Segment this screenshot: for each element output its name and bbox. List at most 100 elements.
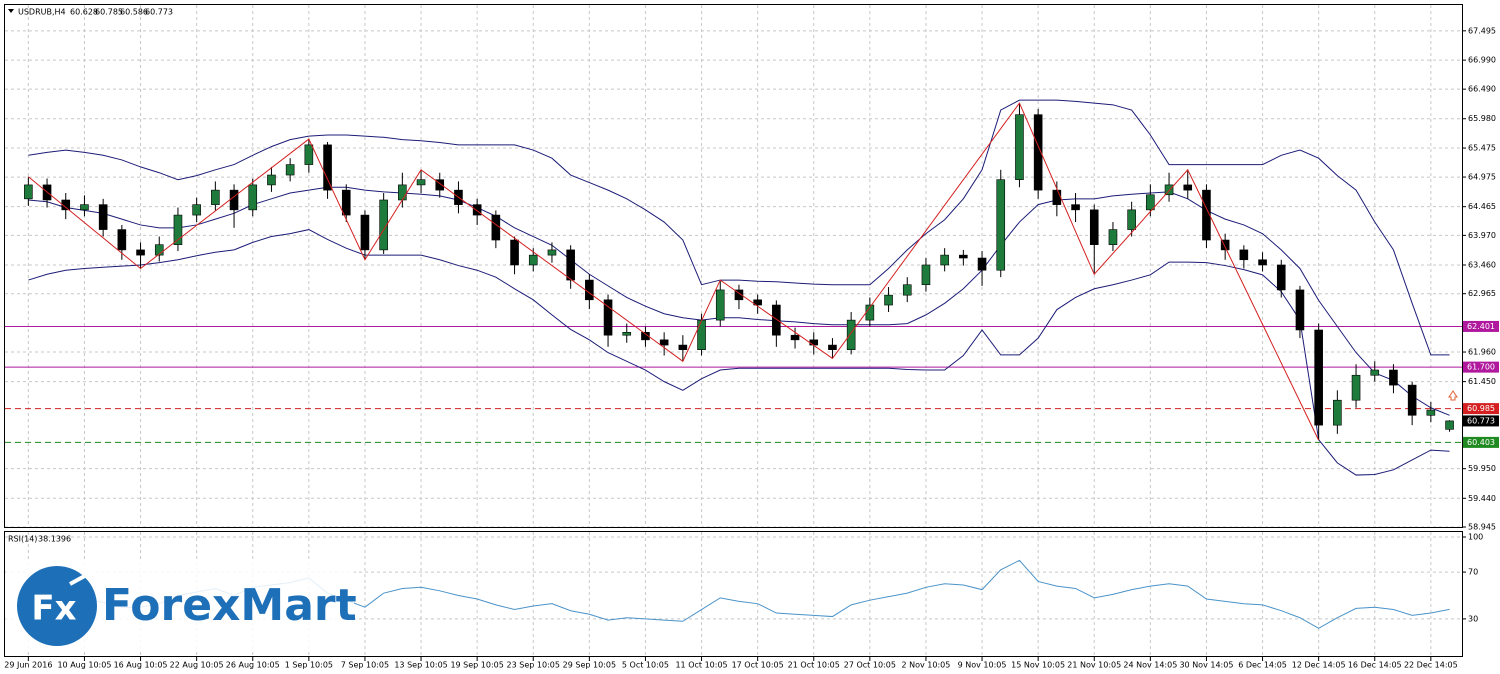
x-tick-label: 11 Oct 10:05 xyxy=(675,661,727,670)
x-tick-label: 22 Dec 14:05 xyxy=(1404,661,1458,670)
candle-body xyxy=(154,244,164,256)
rsi-tick-label: 70 xyxy=(1468,568,1478,577)
candle-body xyxy=(1015,114,1024,180)
candle-body xyxy=(921,264,931,286)
rsi-tick-label: 100 xyxy=(1468,533,1483,542)
price-level-label: 60.403 xyxy=(1467,438,1495,447)
candle-body xyxy=(24,184,33,200)
candle-body xyxy=(248,184,258,211)
y-tick-label: 63.970 xyxy=(1468,231,1496,240)
candle-body xyxy=(1089,209,1099,245)
y-tick-label: 61.450 xyxy=(1468,377,1496,386)
candle-body xyxy=(323,144,332,191)
x-tick-label: 19 Sep 10:05 xyxy=(450,661,503,670)
x-tick-label: 12 Dec 14:05 xyxy=(1292,661,1346,670)
y-tick-label: 67.495 xyxy=(1468,26,1496,35)
candle-body xyxy=(1127,209,1136,230)
candle-body xyxy=(379,199,388,251)
candle-body xyxy=(136,249,145,256)
candle-body xyxy=(61,199,71,211)
candle-body xyxy=(772,304,781,336)
candle-body xyxy=(1202,189,1211,241)
candle-body xyxy=(192,204,201,216)
candle-body xyxy=(641,332,650,341)
price-level-tag xyxy=(1463,320,1499,332)
price-level-tag xyxy=(1463,403,1499,415)
candle-body xyxy=(435,179,445,191)
candle-body xyxy=(1295,289,1305,331)
candle-body xyxy=(940,254,949,266)
candle-body xyxy=(1314,329,1323,426)
price-level-label: 60.985 xyxy=(1467,404,1495,413)
rsi-panel-border xyxy=(4,531,1463,657)
candle-body xyxy=(846,319,856,351)
buy-arrow-icon xyxy=(1448,390,1458,401)
candle-body xyxy=(491,214,501,241)
bollinger-upper xyxy=(28,99,1450,356)
bollinger-middle xyxy=(28,186,1450,416)
candle-body xyxy=(996,179,1006,271)
rsi-title: RSI(14) xyxy=(8,535,37,544)
zigzag xyxy=(28,102,1320,441)
candle-body xyxy=(1445,420,1454,430)
candle-body xyxy=(304,144,314,165)
x-tick-label: 2 Nov 10:05 xyxy=(902,661,951,670)
price-panel-border xyxy=(4,4,1463,528)
logo-text: ForexMart xyxy=(102,580,357,631)
candle-body xyxy=(528,254,538,266)
candle-body xyxy=(659,339,669,346)
price-level-tag xyxy=(1463,436,1499,448)
price-level-label: 62.401 xyxy=(1467,322,1495,331)
bollinger-lower xyxy=(28,229,1450,476)
candle-body xyxy=(1183,184,1193,191)
candle-body xyxy=(360,214,370,251)
candle-body xyxy=(603,299,613,336)
x-tick-label: 17 Oct 10:05 xyxy=(732,661,784,670)
x-tick-label: 29 Jun 2016 xyxy=(4,661,52,670)
price-plot xyxy=(5,99,1462,476)
candle-body xyxy=(809,339,819,346)
x-tick-label: 16 Dec 14:05 xyxy=(1348,661,1402,670)
candle-body xyxy=(828,344,837,351)
candle-body xyxy=(585,279,594,301)
x-tick-label: 16 Aug 10:05 xyxy=(114,661,168,670)
candle-body xyxy=(341,189,351,216)
x-tick-label: 24 Nov 14:05 xyxy=(1123,661,1177,670)
candle-body xyxy=(790,334,800,341)
logo-icon: Fx xyxy=(31,589,76,629)
y-tick-label: 62.965 xyxy=(1468,289,1496,298)
y-tick-label: 65.475 xyxy=(1468,144,1496,153)
rsi-value: 38.1396 xyxy=(38,535,71,544)
y-tick-label: 59.440 xyxy=(1468,494,1496,503)
axes-layer: 67.495 66.990 66.490 65.980 65.475 64.975 64.4… xyxy=(4,26,1499,670)
y-tick-label: 64.975 xyxy=(1468,173,1496,182)
candle-body xyxy=(977,257,987,271)
candle-body xyxy=(1164,184,1174,196)
x-tick-label: 7 Sep 10:05 xyxy=(341,661,389,670)
candle-body xyxy=(1407,384,1417,416)
rsi-tick-label: 30 xyxy=(1468,614,1478,623)
x-tick-label: 29 Sep 10:05 xyxy=(563,661,616,670)
candle-body xyxy=(902,284,912,296)
candle-body xyxy=(1108,229,1118,245)
candle-body xyxy=(753,299,762,306)
candle-body xyxy=(1146,194,1155,211)
candle-body xyxy=(1220,239,1230,251)
candle-body xyxy=(622,332,632,336)
x-tick-label: 23 Sep 10:05 xyxy=(507,661,560,670)
x-tick-label: 13 Sep 10:05 xyxy=(394,661,447,670)
symbol: USDRUB,H4 xyxy=(18,8,66,17)
logo-arrow xyxy=(69,570,95,586)
x-tick-label: 15 Nov 10:05 xyxy=(1011,661,1065,670)
ohlc-high: 60.785 xyxy=(95,8,123,17)
candle-body xyxy=(117,229,127,251)
candle-body xyxy=(211,189,220,205)
x-tick-label: 5 Oct 10:05 xyxy=(622,661,669,670)
x-tick-label: 10 Aug 10:05 xyxy=(57,661,111,670)
y-tick-label: 58.945 xyxy=(1468,523,1496,532)
candle-body xyxy=(80,204,89,211)
candle-body xyxy=(1258,259,1267,266)
candle-body xyxy=(1370,369,1380,376)
candle-body xyxy=(229,189,239,211)
